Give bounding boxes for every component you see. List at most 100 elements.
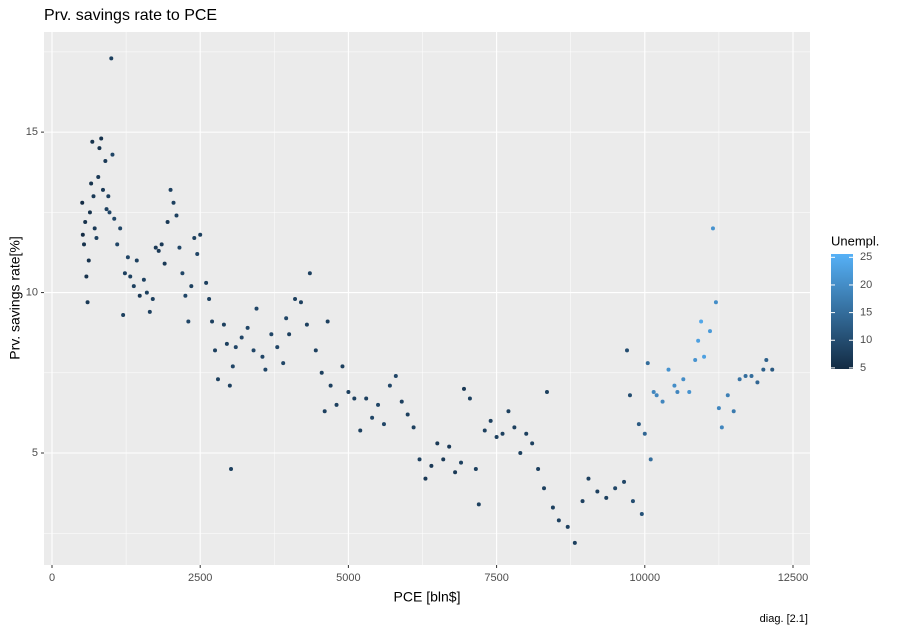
point	[393, 373, 398, 378]
point	[298, 300, 303, 305]
point	[171, 200, 176, 205]
point	[642, 431, 647, 436]
point	[85, 300, 90, 305]
point	[263, 367, 268, 372]
point	[254, 306, 259, 311]
point	[482, 428, 487, 433]
legend-tick-label: 25	[860, 251, 872, 263]
x-tick-label: 7500	[484, 572, 508, 584]
point	[467, 396, 472, 401]
point	[198, 232, 203, 237]
point	[352, 396, 357, 401]
point	[107, 210, 112, 215]
point	[518, 451, 523, 456]
point	[229, 467, 234, 472]
point	[137, 293, 142, 298]
point	[572, 540, 577, 545]
point	[702, 354, 707, 359]
point	[654, 393, 659, 398]
point	[716, 406, 721, 411]
legend-tick-label: 5	[860, 362, 866, 374]
y-tick-label: 15	[26, 126, 38, 138]
point	[693, 357, 698, 362]
point	[453, 470, 458, 475]
point	[604, 495, 609, 500]
point	[227, 383, 232, 388]
colorbar	[831, 254, 853, 369]
point	[340, 364, 345, 369]
point	[411, 425, 416, 430]
point	[192, 236, 197, 241]
plot-panel	[44, 32, 810, 565]
point	[743, 373, 748, 378]
point	[97, 146, 102, 151]
point	[435, 441, 440, 446]
point	[681, 377, 686, 382]
point	[121, 313, 126, 318]
point	[536, 467, 541, 472]
point	[586, 476, 591, 481]
point	[447, 444, 452, 449]
point	[92, 226, 97, 231]
point	[713, 300, 718, 305]
point	[87, 210, 92, 215]
point	[213, 348, 218, 353]
point	[99, 136, 104, 141]
point	[165, 219, 170, 224]
point	[770, 367, 775, 372]
point	[269, 332, 274, 337]
caption: diag. [2.1]	[760, 613, 808, 625]
point	[221, 322, 226, 327]
point	[251, 348, 256, 353]
point	[83, 219, 88, 224]
point	[281, 361, 286, 366]
point	[153, 245, 158, 250]
x-tick-label: 0	[49, 572, 55, 584]
point	[512, 425, 517, 430]
point	[622, 479, 627, 484]
point	[307, 271, 312, 276]
point	[636, 422, 641, 427]
point	[287, 332, 292, 337]
point	[156, 248, 161, 253]
point	[387, 383, 392, 388]
point	[147, 309, 152, 314]
point	[459, 460, 464, 465]
point	[565, 524, 570, 529]
point	[675, 390, 680, 395]
point	[144, 290, 149, 295]
point	[630, 499, 635, 504]
legend-tick-label: 20	[860, 279, 872, 291]
point	[100, 187, 105, 192]
point	[141, 277, 146, 282]
point	[96, 175, 101, 180]
point	[627, 393, 632, 398]
point	[210, 319, 215, 324]
point	[625, 348, 630, 353]
point	[755, 380, 760, 385]
point	[696, 338, 701, 343]
point	[239, 335, 244, 340]
chart-title: Prv. savings rate to PCE	[44, 7, 217, 24]
point	[506, 409, 511, 414]
point	[186, 319, 191, 324]
point	[260, 354, 265, 359]
point	[399, 399, 404, 404]
point	[284, 316, 289, 321]
point	[660, 399, 665, 404]
y-axis-label: Prv. savings rate[%]	[7, 236, 23, 359]
point	[174, 213, 179, 218]
point	[710, 226, 715, 231]
point	[319, 370, 324, 375]
point	[86, 258, 91, 263]
point	[494, 434, 499, 439]
x-tick-label: 10000	[629, 572, 660, 584]
point	[322, 409, 327, 414]
point	[112, 216, 117, 221]
point	[666, 367, 671, 372]
point	[423, 476, 428, 481]
point	[275, 345, 280, 350]
point	[204, 280, 209, 285]
point	[313, 348, 318, 353]
